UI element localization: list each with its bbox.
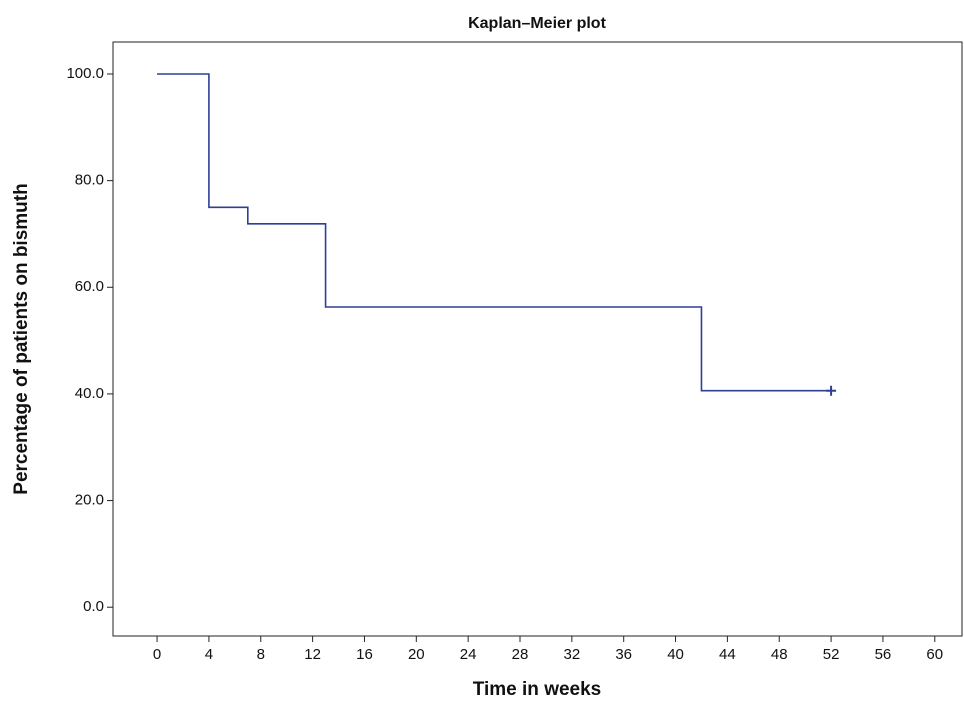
y-axis-label: Percentage of patients on bismuth <box>11 183 32 494</box>
x-tick-label: 44 <box>719 646 736 663</box>
x-tick-label: 48 <box>771 646 788 663</box>
x-tick-label: 16 <box>356 646 373 663</box>
x-tick-label: 32 <box>564 646 581 663</box>
x-tick-label: 40 <box>667 646 684 663</box>
x-tick-label: 4 <box>205 646 213 663</box>
x-tick-label: 8 <box>257 646 265 663</box>
survival-line <box>157 73 832 392</box>
x-tick-label: 24 <box>460 646 477 663</box>
plot-frame <box>112 41 963 637</box>
x-tick-label: 56 <box>875 646 892 663</box>
y-tick-label: 60.0 <box>75 278 104 295</box>
y-tick-label: 80.0 <box>75 172 104 189</box>
y-tick-label: 100.0 <box>66 65 104 82</box>
censor-mark <box>826 385 837 396</box>
x-tick-label: 36 <box>615 646 632 663</box>
x-tick-label: 28 <box>512 646 529 663</box>
y-tick-label: 40.0 <box>75 385 104 402</box>
y-tick-label: 20.0 <box>75 492 104 509</box>
x-tick-label: 60 <box>926 646 943 663</box>
x-tick-label: 20 <box>408 646 425 663</box>
x-axis-label: Time in weeks <box>473 679 602 700</box>
x-tick-label: 12 <box>304 646 321 663</box>
x-tick-label: 52 <box>823 646 840 663</box>
y-tick-label: 0.0 <box>83 598 104 615</box>
chart-title: Kaplan–Meier plot <box>468 15 606 32</box>
x-tick-label: 0 <box>153 646 161 663</box>
